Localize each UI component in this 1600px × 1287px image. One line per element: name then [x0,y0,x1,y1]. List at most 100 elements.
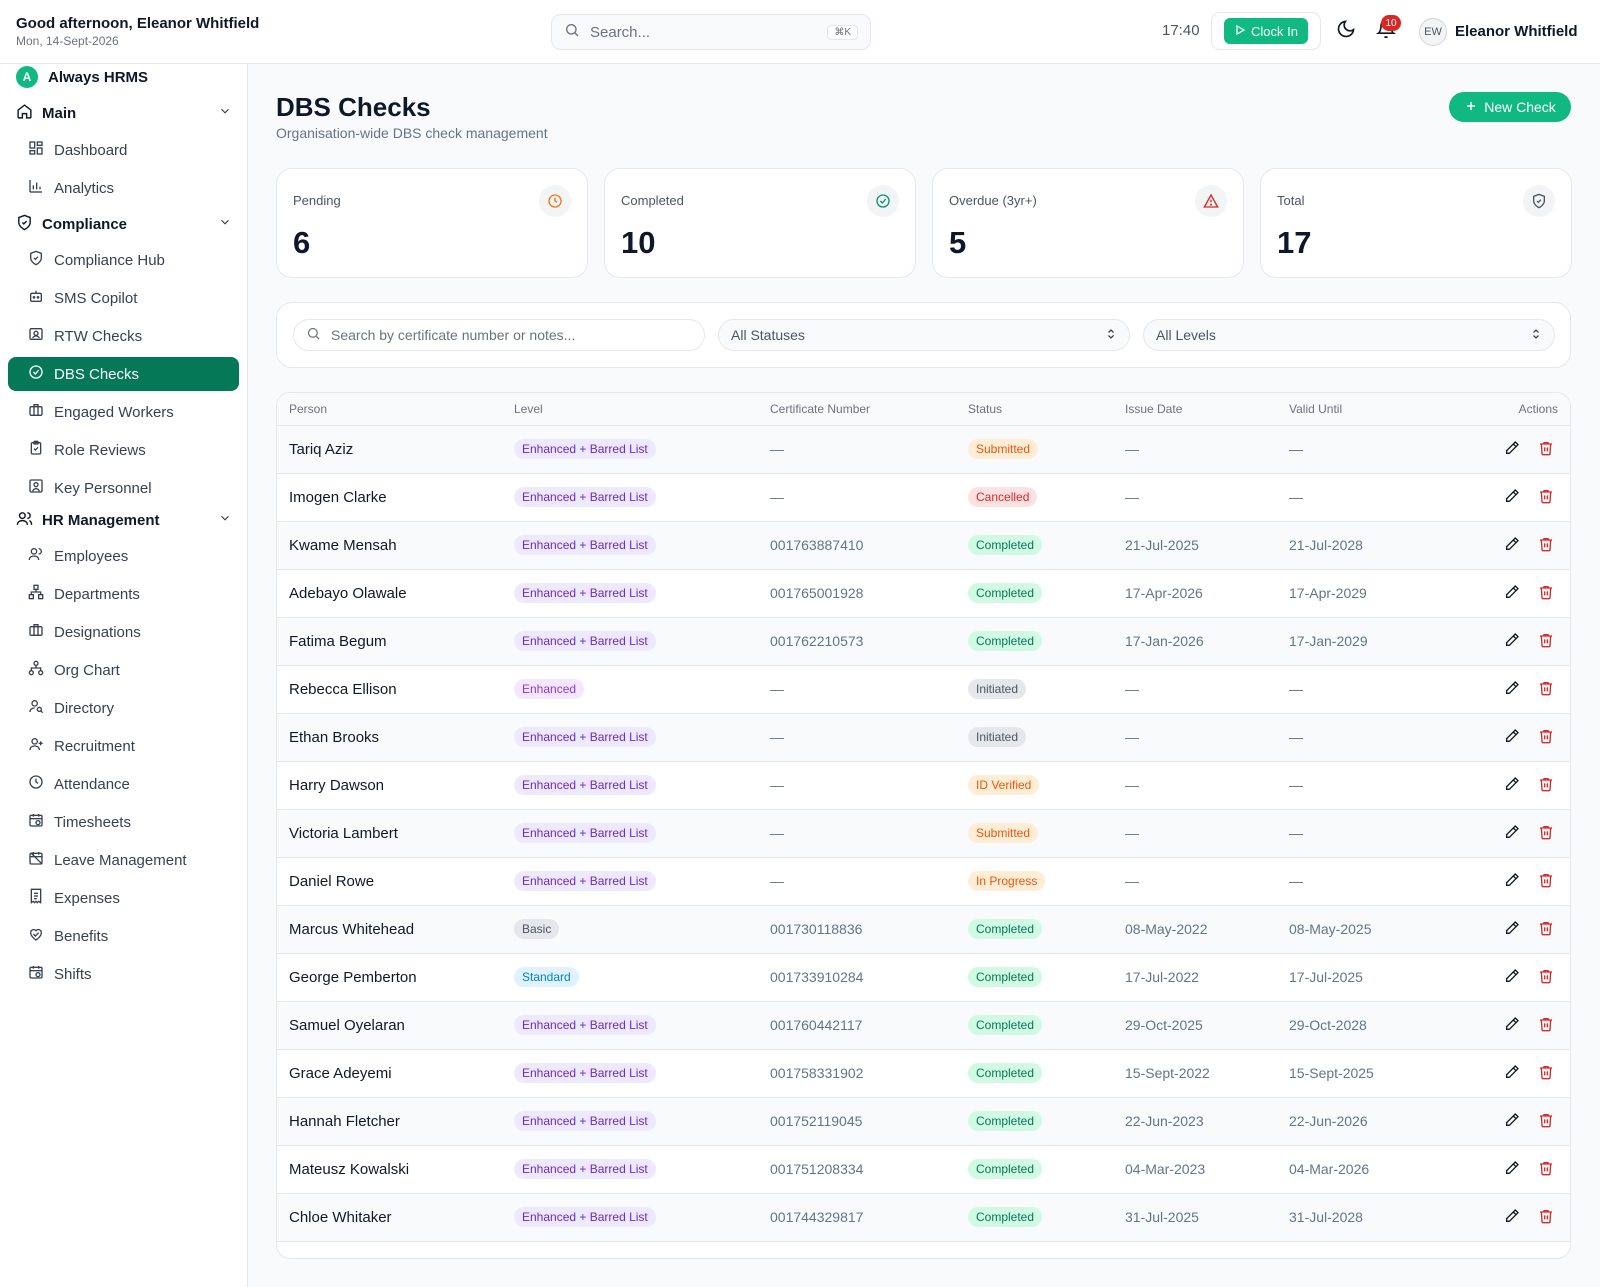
greeting: Good afternoon, Eleanor Whitfield Mon, 1… [16,15,259,48]
table-row[interactable]: Hannah Fletcher Enhanced + Barred List 0… [277,1097,1570,1146]
certificate-search-input[interactable]: Search by certificate number or notes... [293,319,705,351]
sidebar-item-label: Engaged Workers [54,403,174,421]
edit-button[interactable] [1504,680,1520,699]
sidebar-item-directory[interactable]: Directory [8,691,239,725]
delete-button[interactable] [1538,1112,1554,1131]
edit-button[interactable] [1504,920,1520,939]
delete-button[interactable] [1538,920,1554,939]
delete-button[interactable] [1538,680,1554,699]
sidebar-item-employees[interactable]: Employees [8,539,239,573]
edit-button[interactable] [1504,440,1520,459]
sidebar-item-sms-copilot[interactable]: SMS Copilot [8,281,239,315]
sidebar-item-recruitment[interactable]: Recruitment [8,729,239,763]
delete-button[interactable] [1538,584,1554,603]
column-header-issue-date[interactable]: Issue Date [1113,393,1277,426]
sidebar-item-shifts[interactable]: Shifts [8,957,239,991]
delete-button[interactable] [1538,776,1554,795]
sidebar-item-expenses[interactable]: Expenses [8,881,239,915]
sidebar-item-leave-management[interactable]: Leave Management [8,843,239,877]
edit-button[interactable] [1504,584,1520,603]
table-row[interactable]: Chloe Whitaker Enhanced + Barred List 00… [277,1193,1570,1242]
sidebar-item-benefits[interactable]: Benefits [8,919,239,953]
delete-button[interactable] [1538,1160,1554,1179]
column-header-person[interactable]: Person [277,393,502,426]
sidebar-item-engaged-workers[interactable]: Engaged Workers [8,395,239,429]
edit-button[interactable] [1504,1016,1520,1035]
sidebar-item-label: Role Reviews [54,441,146,459]
sidebar-item-departments[interactable]: Departments [8,577,239,611]
pencil-icon [1504,728,1520,747]
delete-button[interactable] [1538,536,1554,555]
sidebar-item-key-personnel[interactable]: Key Personnel [8,471,239,505]
table-row[interactable]: Daniel Rowe Enhanced + Barred List — In … [277,857,1570,906]
sidebar-item-org-chart[interactable]: Org Chart [8,653,239,687]
table-row[interactable]: Victoria Lambert Enhanced + Barred List … [277,809,1570,858]
delete-button[interactable] [1538,1208,1554,1227]
table-row[interactable]: Fatima Begum Enhanced + Barred List 0017… [277,617,1570,666]
delete-button[interactable] [1538,632,1554,651]
level-badge: Enhanced + Barred List [514,1207,656,1227]
edit-button[interactable] [1504,632,1520,651]
edit-button[interactable] [1504,1112,1520,1131]
level-badge: Enhanced [514,679,585,699]
column-header-level[interactable]: Level [502,393,758,426]
sidebar-item-rtw-checks[interactable]: RTW Checks [8,319,239,353]
sidebar-item-timesheets[interactable]: Timesheets [8,805,239,839]
status-filter-select[interactable]: All Statuses [718,319,1130,351]
column-header-status[interactable]: Status [956,393,1113,426]
delete-button[interactable] [1538,728,1554,747]
delete-button[interactable] [1538,1016,1554,1035]
delete-button[interactable] [1538,1064,1554,1083]
delete-button[interactable] [1538,824,1554,843]
avatar[interactable]: EW [1419,18,1447,46]
delete-button[interactable] [1538,968,1554,987]
table-row[interactable]: Tariq Aziz Enhanced + Barred List — Subm… [277,425,1570,474]
edit-button[interactable] [1504,536,1520,555]
global-search-input[interactable]: Search... ⌘K [551,14,871,50]
edit-button[interactable] [1504,1064,1520,1083]
sidebar-section-hr-management[interactable]: HR Management [16,505,232,535]
level-filter-select[interactable]: All Levels [1143,319,1555,351]
user-name[interactable]: Eleanor Whitfield [1455,23,1578,40]
sidebar-section-compliance[interactable]: Compliance [16,209,232,239]
delete-button[interactable] [1538,872,1554,891]
delete-button[interactable] [1538,440,1554,459]
edit-button[interactable] [1504,1208,1520,1227]
sidebar-item-dashboard[interactable]: Dashboard [8,133,239,167]
table-row[interactable]: George Pemberton Standard 001733910284 C… [277,953,1570,1002]
column-header-valid-until[interactable]: Valid Until [1277,393,1442,426]
table-row[interactable]: Grace Adeyemi Enhanced + Barred List 001… [277,1049,1570,1098]
table-row[interactable]: Harry Dawson Enhanced + Barred List — ID… [277,761,1570,810]
table-row[interactable]: Ethan Brooks Enhanced + Barred List — In… [277,713,1570,762]
receipt-icon [28,888,44,908]
sidebar-item-role-reviews[interactable]: Role Reviews [8,433,239,467]
edit-button[interactable] [1504,776,1520,795]
sidebar-item-compliance-hub[interactable]: Compliance Hub [8,243,239,277]
cell-certificate: — [758,713,956,762]
table-row[interactable]: Samuel Oyelaran Enhanced + Barred List 0… [277,1001,1570,1050]
edit-button[interactable] [1504,728,1520,747]
table-row[interactable]: Adebayo Olawale Enhanced + Barred List 0… [277,569,1570,618]
sidebar-item-dbs-checks[interactable]: DBS Checks [8,357,239,391]
edit-button[interactable] [1504,968,1520,987]
table-row[interactable]: Rebecca Ellison Enhanced — Initiated — — [277,665,1570,714]
table-row[interactable]: Mateusz Kowalski Enhanced + Barred List … [277,1145,1570,1194]
edit-button[interactable] [1504,872,1520,891]
brand[interactable]: A Always HRMS [16,66,148,88]
clock-in-button[interactable]: Clock In [1224,18,1308,44]
sidebar-item-attendance[interactable]: Attendance [8,767,239,801]
sidebar-section-main[interactable]: Main [16,98,232,128]
table-row[interactable]: Kwame Mensah Enhanced + Barred List 0017… [277,521,1570,570]
new-check-button[interactable]: New Check [1449,92,1571,122]
sidebar-item-analytics[interactable]: Analytics [8,171,239,205]
table-row[interactable]: Marcus Whitehead Basic 001730118836 Comp… [277,905,1570,954]
edit-button[interactable] [1504,1160,1520,1179]
cell-person: George Pemberton [277,953,502,1002]
edit-button[interactable] [1504,824,1520,843]
column-header-certificate[interactable]: Certificate Number [758,393,956,426]
delete-button[interactable] [1538,488,1554,507]
theme-toggle-button[interactable] [1333,18,1359,44]
table-row[interactable]: Imogen Clarke Enhanced + Barred List — C… [277,473,1570,522]
sidebar-item-designations[interactable]: Designations [8,615,239,649]
edit-button[interactable] [1504,488,1520,507]
